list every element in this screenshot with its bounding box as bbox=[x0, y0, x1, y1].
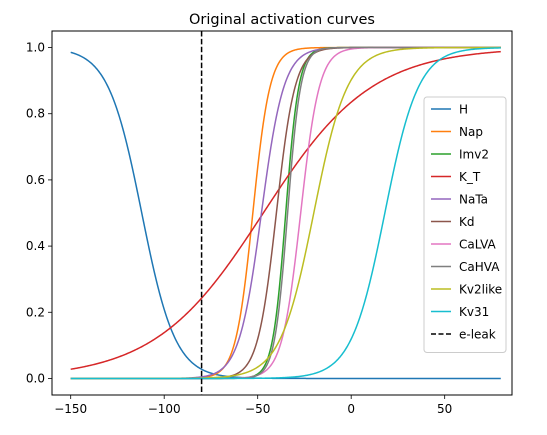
legend-label: H bbox=[459, 103, 468, 117]
chart-title: Original activation curves bbox=[189, 12, 375, 28]
legend-label: Kd bbox=[459, 215, 475, 229]
x-tick-label: 0 bbox=[347, 402, 355, 416]
y-tick-label: 0.0 bbox=[26, 371, 45, 385]
legend-label: K_T bbox=[459, 170, 481, 184]
legend-label: Kv2like bbox=[459, 283, 502, 297]
legend-label: CaHVA bbox=[459, 260, 500, 274]
legend-label: NaTa bbox=[459, 193, 488, 207]
x-tick-label: −100 bbox=[148, 402, 181, 416]
y-tick-label: 0.6 bbox=[26, 173, 45, 187]
y-tick-label: 0.4 bbox=[26, 239, 45, 253]
x-tick-label: 50 bbox=[437, 402, 452, 416]
legend: H Nap Imv2 K_T NaTa Kd CaLVA CaHVA Kv2like Kv31 e-… bbox=[424, 97, 506, 353]
legend-label: Imv2 bbox=[459, 148, 489, 162]
legend-label: CaLVA bbox=[459, 238, 497, 252]
axis-ticks: −150 −100 −50 0 50 0.0 0.2 0.4 0.6 0.8 1.0 bbox=[26, 41, 452, 416]
x-tick-label: −150 bbox=[54, 402, 87, 416]
legend-label: Kv31 bbox=[459, 305, 489, 319]
x-tick-label: −50 bbox=[245, 402, 270, 416]
legend-label: Nap bbox=[459, 125, 483, 139]
legend-label: e-leak bbox=[459, 328, 496, 342]
y-tick-label: 1.0 bbox=[26, 41, 45, 55]
y-tick-label: 0.2 bbox=[26, 305, 45, 319]
y-tick-label: 0.8 bbox=[26, 107, 45, 121]
